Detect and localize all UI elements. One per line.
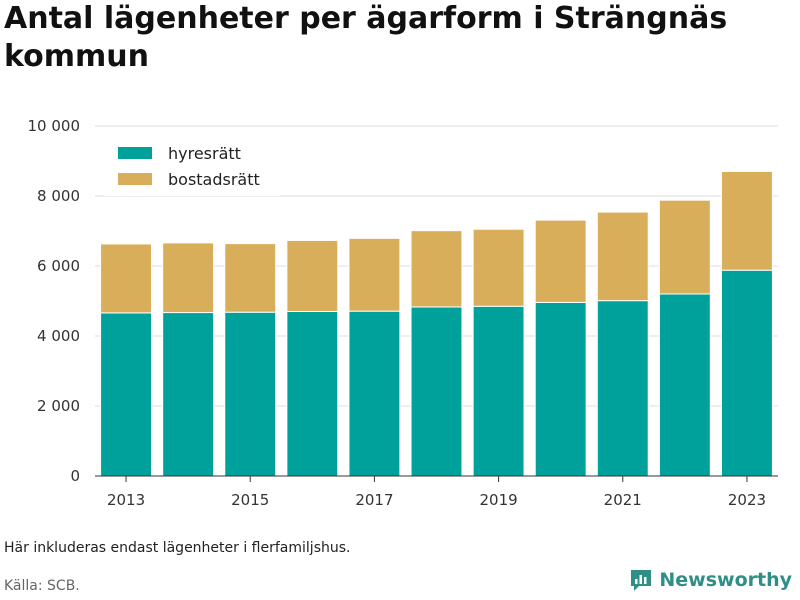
chart-title: Antal lägenheter per ägarform i Strängnä… [4,1,728,74]
legend-swatch [118,173,152,185]
bar-segment [224,311,277,477]
bar-segment [162,242,215,314]
y-tick-label: 6 000 [37,257,80,275]
bar-segment [472,228,525,307]
x-tick-label: 2015 [231,491,269,509]
x-tick-label: 2023 [728,491,766,509]
x-tick-label: 2019 [479,491,517,509]
bar-segment [596,300,649,477]
stacked-bar-chart: 0 2 000 4 000 6 000 8 000 10 000 2013 2015 2017 2… [28,117,778,509]
bar-segment [658,293,711,477]
bar-segment [286,311,339,477]
bar-segment [348,237,401,312]
legend-label: bostadsrätt [168,170,260,189]
brand-name: Newsworthy [659,569,792,591]
newsworthy-logo-icon [631,570,652,591]
bar-segment [596,211,649,302]
chart-note: Här inkluderas endast lägenheter i flerf… [4,540,351,556]
bar-segment [534,219,587,303]
bars [100,171,773,477]
bar-segment [224,243,277,313]
bar-segment [100,243,153,314]
bar-segment [100,312,153,477]
axes: 0 2 000 4 000 6 000 8 000 10 000 2013 2015 2017 2… [28,117,778,509]
x-tick-label: 2017 [355,491,393,509]
x-tick-label: 2021 [604,491,642,509]
y-tick-label: 2 000 [37,397,80,415]
source-text: Källa: SCB. [4,578,80,594]
legend-label: hyresrätt [168,144,241,163]
y-tick-label: 8 000 [37,187,80,205]
bar-segment [286,239,339,312]
bar-segment [658,199,711,295]
y-tick-label: 10 000 [28,117,81,135]
legend-background [104,134,280,196]
bar-segment [720,269,773,477]
newsworthy-logo: Newsworthy [629,568,792,592]
legend-swatch [118,147,152,159]
y-tick-label: 4 000 [37,327,80,345]
bar-segment [410,230,463,308]
bar-segment [410,306,463,477]
bar-segment [720,171,773,271]
x-tick-label: 2013 [107,491,145,509]
bar-segment [162,312,215,477]
bar-segment [534,301,587,477]
legend: hyresrätt bostadsrätt [104,134,280,196]
bar-segment [472,305,525,477]
y-tick-label: 0 [70,467,80,485]
bar-segment [348,310,401,477]
